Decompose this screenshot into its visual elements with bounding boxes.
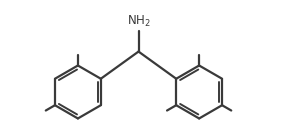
Text: NH$_2$: NH$_2$	[127, 14, 151, 29]
